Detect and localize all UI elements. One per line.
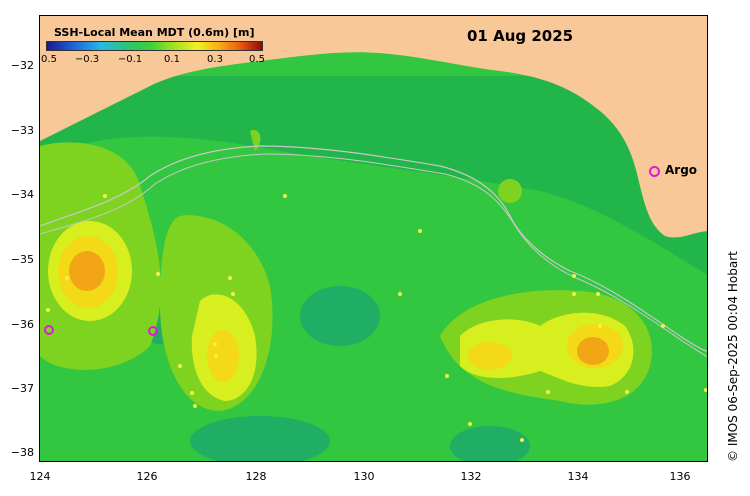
land-mass xyxy=(40,16,707,238)
cool-eddy xyxy=(190,416,330,461)
date-label: 01 Aug 2025 xyxy=(467,27,574,45)
colorbar xyxy=(46,41,263,51)
y-tick-label: −32 xyxy=(10,59,34,72)
colorbar-label: −0.3 xyxy=(74,54,100,65)
argo-float xyxy=(148,326,158,336)
argo-float xyxy=(44,325,54,335)
x-tick-label: 126 xyxy=(136,470,158,483)
argo-label: Argo xyxy=(665,163,698,177)
colorbar-title: SSH-Local Mean MDT (0.6m) [m] xyxy=(54,26,255,39)
contour-line xyxy=(40,145,707,352)
cool-eddy xyxy=(450,426,530,461)
colorbar-label: 0.1 xyxy=(164,54,180,65)
colorbar-label: −0.1 xyxy=(117,54,143,65)
ssh-field xyxy=(40,16,707,461)
x-tick-label: 128 xyxy=(245,470,267,483)
cool-eddy xyxy=(300,286,380,346)
map-area xyxy=(39,15,708,462)
colorbar-label: 0.5 xyxy=(249,54,265,65)
x-tick-label: 132 xyxy=(460,470,482,483)
y-tick-label: −38 xyxy=(10,446,34,459)
x-tick-label: 134 xyxy=(567,470,589,483)
contour-line xyxy=(40,153,707,358)
x-tick-label: 124 xyxy=(29,470,51,483)
x-tick-label: 130 xyxy=(353,470,375,483)
argo-icon xyxy=(649,166,660,177)
y-tick-label: −34 xyxy=(10,188,34,201)
y-tick-label: −37 xyxy=(10,382,34,395)
y-tick-label: −35 xyxy=(10,253,34,266)
x-tick-label: 136 xyxy=(669,470,691,483)
obs-points xyxy=(46,194,707,442)
colorbar-label: 0.3 xyxy=(207,54,223,65)
colorbar-legend: SSH-Local Mean MDT (0.6m) [m] 0.5 −0.3 −… xyxy=(41,26,265,66)
colorbar-label: 0.5 xyxy=(41,54,57,65)
y-tick-label: −33 xyxy=(10,124,34,137)
shelf-band xyxy=(40,76,707,275)
y-tick-label: −36 xyxy=(10,318,34,331)
credit-text: © IMOS 06-Sep-2025 00:04 Hobart xyxy=(726,251,740,462)
